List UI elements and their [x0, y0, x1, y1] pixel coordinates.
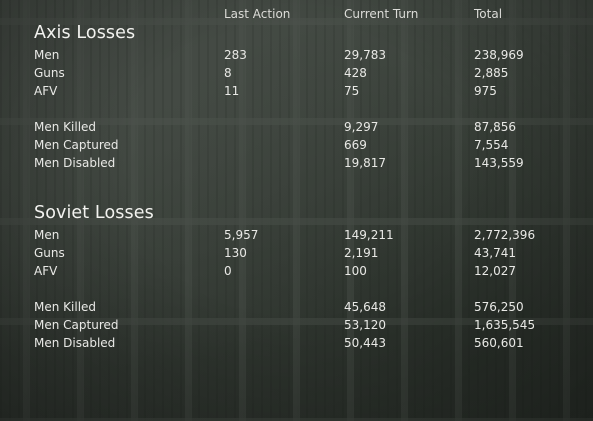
soviet-row-men-killed: Men Killed 45,648 576,250	[0, 300, 593, 318]
current-turn-value: 669	[344, 138, 367, 152]
total-value: 2,885	[474, 66, 509, 80]
row-label: Guns	[34, 246, 65, 260]
header-total: Total	[474, 7, 503, 21]
row-label: AFV	[34, 84, 58, 98]
total-value: 560,601	[474, 336, 524, 350]
total-value: 975	[474, 84, 497, 98]
current-turn-value: 149,211	[344, 228, 394, 242]
row-label: Men Captured	[34, 318, 119, 332]
last-action-value: 0	[224, 264, 232, 278]
current-turn-value: 45,648	[344, 300, 386, 314]
axis-row-men-disabled: Men Disabled 19,817 143,559	[0, 156, 593, 174]
current-turn-value: 53,120	[344, 318, 386, 332]
total-value: 143,559	[474, 156, 524, 170]
current-turn-value: 428	[344, 66, 367, 80]
row-label: Men	[34, 228, 60, 242]
current-turn-value: 50,443	[344, 336, 386, 350]
last-action-value: 130	[224, 246, 247, 260]
last-action-value: 5,957	[224, 228, 259, 242]
current-turn-value: 75	[344, 84, 360, 98]
last-action-value: 8	[224, 66, 232, 80]
axis-row-men: Men 283 29,783 238,969	[0, 48, 593, 66]
axis-losses-title: Axis Losses	[34, 23, 136, 43]
total-value: 12,027	[474, 264, 516, 278]
row-label: Men Killed	[34, 120, 97, 134]
soviet-row-afv: AFV 0 100 12,027	[0, 264, 593, 282]
soviet-row-men: Men 5,957 149,211 2,772,396	[0, 228, 593, 246]
axis-row-men-killed: Men Killed 9,297 87,856	[0, 120, 593, 138]
header-last-action: Last Action	[224, 7, 291, 21]
row-label: Guns	[34, 66, 65, 80]
last-action-value: 283	[224, 48, 247, 62]
row-label: Men	[34, 48, 60, 62]
soviet-row-men-disabled: Men Disabled 50,443 560,601	[0, 336, 593, 354]
current-turn-value: 29,783	[344, 48, 386, 62]
total-value: 576,250	[474, 300, 524, 314]
soviet-losses-title: Soviet Losses	[34, 203, 154, 223]
current-turn-value: 2,191	[344, 246, 379, 260]
total-value: 87,856	[474, 120, 516, 134]
row-label: Men Killed	[34, 300, 97, 314]
total-value: 7,554	[474, 138, 509, 152]
last-action-value: 11	[224, 84, 240, 98]
row-label: Men Disabled	[34, 336, 116, 350]
row-label: AFV	[34, 264, 58, 278]
axis-row-guns: Guns 8 428 2,885	[0, 66, 593, 84]
current-turn-value: 19,817	[344, 156, 386, 170]
axis-row-men-captured: Men Captured 669 7,554	[0, 138, 593, 156]
total-value: 2,772,396	[474, 228, 536, 242]
header-current-turn: Current Turn	[344, 7, 419, 21]
total-value: 1,635,545	[474, 318, 536, 332]
soviet-row-guns: Guns 130 2,191 43,741	[0, 246, 593, 264]
soviet-row-men-captured: Men Captured 53,120 1,635,545	[0, 318, 593, 336]
current-turn-value: 100	[344, 264, 367, 278]
axis-row-afv: AFV 11 75 975	[0, 84, 593, 102]
total-value: 238,969	[474, 48, 524, 62]
total-value: 43,741	[474, 246, 516, 260]
row-label: Men Disabled	[34, 156, 116, 170]
current-turn-value: 9,297	[344, 120, 379, 134]
row-label: Men Captured	[34, 138, 119, 152]
